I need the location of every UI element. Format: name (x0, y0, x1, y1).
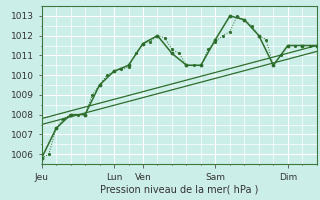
X-axis label: Pression niveau de la mer( hPa ): Pression niveau de la mer( hPa ) (100, 185, 258, 195)
